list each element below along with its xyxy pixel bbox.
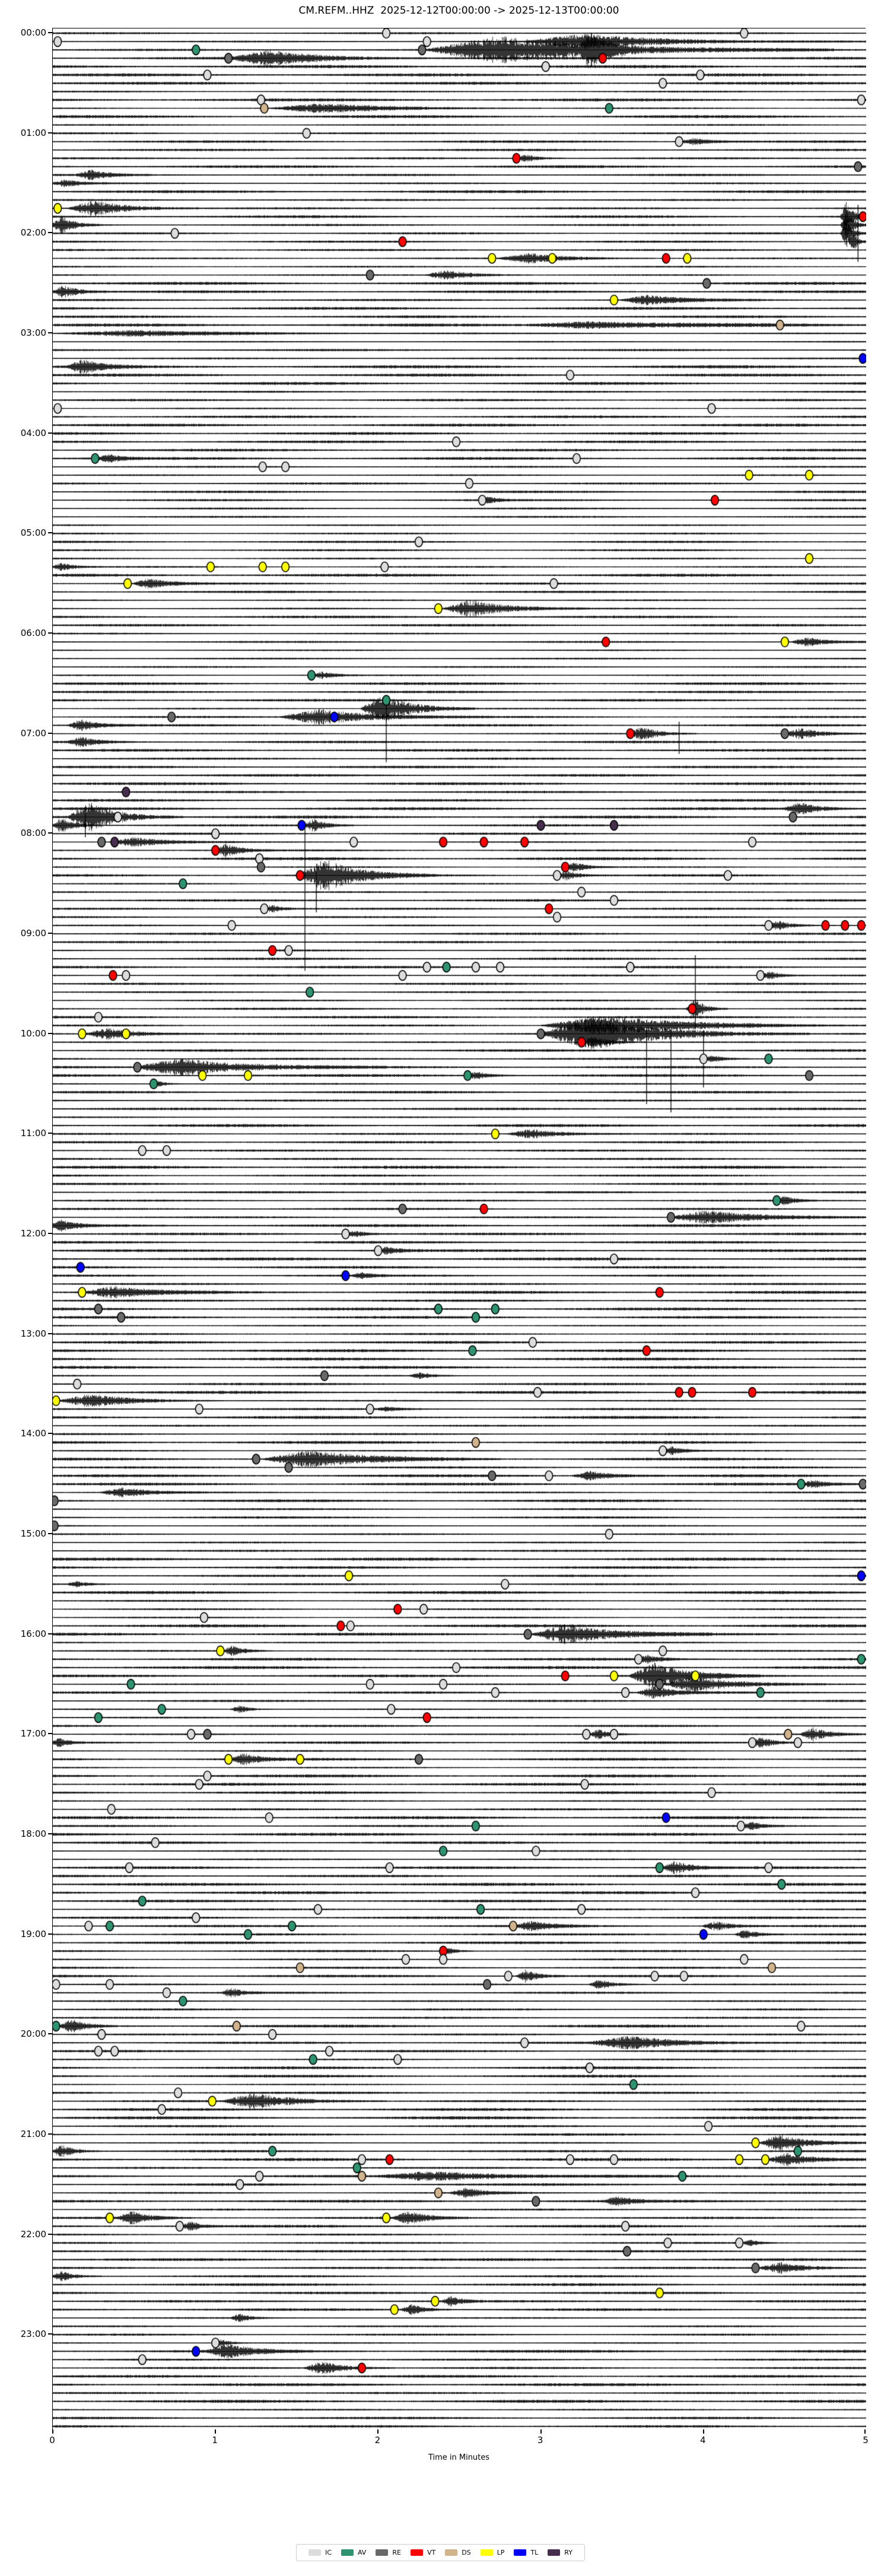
y-tick-mark <box>48 232 52 234</box>
y-tick-label-1800: 18:00 <box>20 1828 46 1839</box>
y-tick-label-0200: 02:00 <box>20 227 46 238</box>
y-tick-mark <box>48 932 52 934</box>
legend-swatch-LP <box>480 2549 493 2556</box>
y-tick-label-1400: 14:00 <box>20 1428 46 1439</box>
x-tick-mark <box>52 2429 53 2434</box>
y-tick-label-2100: 21:00 <box>20 2128 46 2139</box>
seismogram-trace-canvas <box>53 28 866 2430</box>
y-tick-mark <box>48 732 52 734</box>
legend-swatch-VT <box>410 2549 423 2556</box>
y-tick-label-0000: 00:00 <box>20 27 46 38</box>
y-tick-mark <box>48 1133 52 1134</box>
y-tick-mark <box>48 2333 52 2335</box>
y-tick-label-1300: 13:00 <box>20 1328 46 1339</box>
y-tick-label-1700: 17:00 <box>20 1728 46 1739</box>
y-tick-mark <box>48 1733 52 1735</box>
legend-label-RE: RE <box>392 2549 401 2556</box>
y-tick-label-0800: 08:00 <box>20 828 46 839</box>
legend-swatch-IC <box>308 2549 322 2556</box>
y-tick-mark <box>48 32 52 33</box>
y-tick-mark <box>48 1332 52 1334</box>
y-tick-label-2300: 23:00 <box>20 2329 46 2340</box>
y-tick-label-0400: 04:00 <box>20 427 46 438</box>
y-tick-label-0700: 07:00 <box>20 727 46 739</box>
legend-label-DS: DS <box>462 2549 471 2556</box>
y-tick-label-1000: 10:00 <box>20 1028 46 1039</box>
x-tick-mark <box>864 2429 866 2434</box>
y-tick-label-1100: 11:00 <box>20 1128 46 1139</box>
y-tick-mark <box>48 1633 52 1634</box>
x-tick-label-0: 0 <box>49 2435 55 2445</box>
legend-label-TL: TL <box>530 2549 539 2556</box>
y-tick-mark <box>48 532 52 534</box>
legend-item-VT: VT <box>410 2549 436 2556</box>
y-tick-mark <box>48 432 52 434</box>
y-tick-mark <box>48 832 52 834</box>
x-tick-mark <box>377 2429 379 2434</box>
x-axis-title: Time in Minutes <box>428 2453 490 2462</box>
y-tick-mark <box>48 2233 52 2235</box>
y-tick-mark <box>48 1232 52 1234</box>
y-tick-label-0100: 01:00 <box>20 127 46 138</box>
y-tick-label-0300: 03:00 <box>20 327 46 338</box>
y-tick-mark <box>48 1833 52 1834</box>
legend-label-LP: LP <box>497 2549 505 2556</box>
x-tick-label-1: 1 <box>212 2435 218 2445</box>
y-tick-label-1500: 15:00 <box>20 1528 46 1539</box>
legend-label-IC: IC <box>325 2549 332 2556</box>
y-tick-mark <box>48 332 52 333</box>
y-tick-label-2000: 20:00 <box>20 2028 46 2040</box>
y-tick-mark <box>48 2133 52 2135</box>
legend-item-IC: IC <box>308 2549 332 2556</box>
y-tick-mark <box>48 132 52 133</box>
legend-swatch-AV <box>341 2549 354 2556</box>
x-tick-label-5: 5 <box>863 2435 869 2445</box>
legend-item-DS: DS <box>445 2549 471 2556</box>
y-tick-mark <box>48 2033 52 2035</box>
y-tick-mark <box>48 1032 52 1034</box>
legend-swatch-TL <box>514 2549 527 2556</box>
y-tick-mark <box>48 1933 52 1935</box>
legend-item-AV: AV <box>341 2549 366 2556</box>
plot-area <box>52 28 866 2430</box>
y-tick-label-0500: 05:00 <box>20 527 46 539</box>
legend-swatch-RE <box>376 2549 389 2556</box>
y-tick-mark <box>48 1532 52 1534</box>
y-tick-mark <box>48 1433 52 1435</box>
legend-item-RE: RE <box>376 2549 401 2556</box>
y-tick-label-1900: 19:00 <box>20 1928 46 1939</box>
legend-label-RY: RY <box>564 2549 573 2556</box>
legend-box: IC AV RE VT DS LP TL RY <box>296 2544 585 2561</box>
y-tick-label-2200: 22:00 <box>20 2228 46 2240</box>
legend-item-RY: RY <box>548 2549 573 2556</box>
legend-label-AV: AV <box>357 2549 367 2556</box>
y-tick-mark <box>48 632 52 634</box>
x-tick-mark <box>540 2429 542 2434</box>
legend-label-VT: VT <box>427 2549 436 2556</box>
x-tick-label-2: 2 <box>374 2435 381 2445</box>
y-tick-label-1200: 12:00 <box>20 1227 46 1239</box>
legend-swatch-RY <box>548 2549 561 2556</box>
y-tick-label-1600: 16:00 <box>20 1628 46 1639</box>
legend-swatch-DS <box>445 2549 458 2556</box>
legend: IC AV RE VT DS LP TL RY <box>0 2544 881 2561</box>
page-title: CM.REFM..HHZ 2025-12-12T00:00:00 -> 2025… <box>298 5 619 17</box>
legend-item-TL: TL <box>514 2549 538 2556</box>
y-tick-label-0600: 06:00 <box>20 627 46 638</box>
legend-item-LP: LP <box>480 2549 505 2556</box>
x-tick-mark <box>215 2429 217 2434</box>
x-tick-label-3: 3 <box>537 2435 543 2445</box>
x-tick-label-4: 4 <box>700 2435 706 2445</box>
y-tick-label-0900: 09:00 <box>20 927 46 939</box>
x-tick-mark <box>702 2429 704 2434</box>
